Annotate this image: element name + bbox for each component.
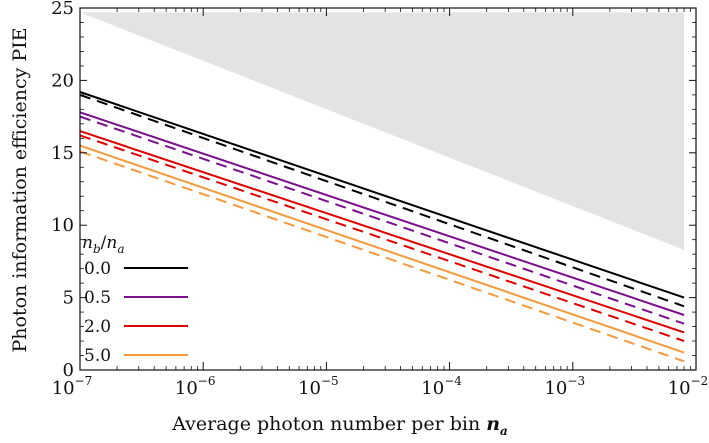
series-line-5-0-dashed — [79, 150, 685, 363]
x-tick-label: 10−2 — [668, 374, 709, 399]
y-tick-label: 20 — [51, 70, 74, 91]
legend-entry-label: 0.5 — [84, 288, 111, 308]
legend-entry-label: 2.0 — [84, 317, 111, 337]
x-tick-label: 10−5 — [298, 374, 339, 399]
x-tick-label: 10−4 — [421, 374, 462, 399]
tick-layer: 0 5 10 15 20 25 10−7 10−6 10−5 10−4 10−3 10−2 — [51, 0, 708, 399]
plot-frame — [79, 7, 697, 371]
shaded-region — [80, 12, 685, 250]
series-line-2-0-dashed — [79, 134, 685, 342]
x-tick-label: 10−3 — [544, 374, 585, 399]
y-tick-label: 15 — [51, 143, 74, 164]
series-line-0-5-solid — [79, 111, 685, 316]
shaded-region-layer — [80, 12, 685, 250]
series-line-5-0-solid — [79, 144, 685, 354]
series-line-0-0-solid — [79, 91, 685, 299]
x-tick-label: 10−7 — [52, 374, 93, 399]
x-axis-label: Average photon number per bin na — [171, 413, 508, 438]
x-tick-label: 10−6 — [175, 374, 216, 399]
series-line-0-5-dashed — [79, 115, 685, 325]
series-line-2-0-solid — [79, 130, 685, 334]
y-tick-label: 10 — [51, 215, 74, 236]
y-tick-label: 0 — [63, 360, 74, 381]
legend-entry-label: 0.0 — [84, 259, 111, 279]
y-tick-label: 5 — [63, 288, 74, 309]
legend-entry-label: 5.0 — [84, 346, 111, 366]
y-axis-label: Photon information efficiency PIE — [9, 27, 31, 352]
series-layer — [79, 91, 685, 363]
legend: nb/na 0.0 0.5 2.0 5.0 — [82, 233, 188, 366]
y-tick-label: 25 — [51, 0, 74, 19]
legend-title: nb/na — [82, 233, 124, 256]
